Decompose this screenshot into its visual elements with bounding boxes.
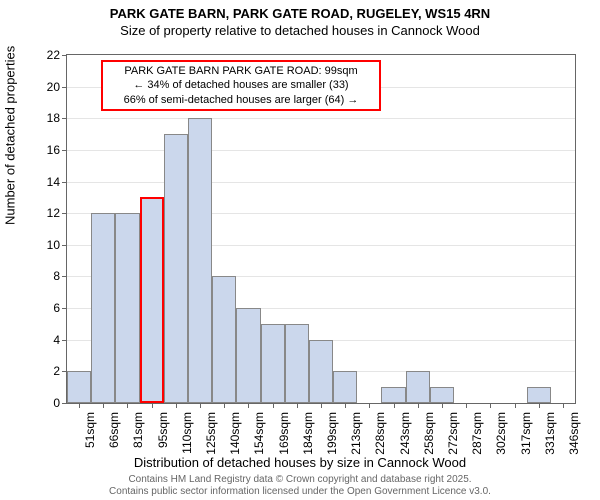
xtick-mark [490, 404, 491, 408]
xtick-mark [442, 404, 443, 408]
xtick-label: 272sqm [446, 412, 460, 455]
xtick-mark [200, 404, 201, 408]
callout-line1: PARK GATE BARN PARK GATE ROAD: 99sqm [109, 64, 373, 78]
footer-attribution: Contains HM Land Registry data © Crown c… [0, 474, 600, 498]
histogram-bar [115, 213, 139, 403]
xtick-label: 199sqm [325, 412, 339, 455]
highlight-bar-outline [140, 197, 164, 403]
ytick-label: 22 [30, 48, 60, 62]
ytick-mark [62, 118, 66, 119]
xtick-label: 184sqm [301, 412, 315, 455]
xtick-mark [273, 404, 274, 408]
highlight-callout: PARK GATE BARN PARK GATE ROAD: 99sqm ← 3… [101, 60, 381, 111]
y-axis-label: Number of detached properties [3, 46, 18, 225]
gridline [67, 182, 575, 183]
xtick-mark [369, 404, 370, 408]
ytick-label: 2 [30, 364, 60, 378]
histogram-bar [333, 371, 357, 403]
ytick-mark [62, 55, 66, 56]
ytick-mark [62, 213, 66, 214]
xtick-label: 51sqm [83, 412, 97, 448]
ytick-mark [62, 150, 66, 151]
callout-line3: 66% of semi-detached houses are larger (… [109, 93, 373, 107]
xtick-mark [224, 404, 225, 408]
xtick-label: 258sqm [422, 412, 436, 455]
xtick-mark [103, 404, 104, 408]
xtick-mark [515, 404, 516, 408]
chart-subtitle: Size of property relative to detached ho… [0, 23, 600, 38]
ytick-mark [62, 182, 66, 183]
xtick-mark [297, 404, 298, 408]
xtick-mark [466, 404, 467, 408]
histogram-bar [285, 324, 309, 403]
ytick-label: 18 [30, 111, 60, 125]
xtick-label: 287sqm [470, 412, 484, 455]
chart-title: PARK GATE BARN, PARK GATE ROAD, RUGELEY,… [0, 6, 600, 21]
ytick-mark [62, 340, 66, 341]
ytick-label: 16 [30, 143, 60, 157]
ytick-label: 0 [30, 396, 60, 410]
histogram-bar [261, 324, 285, 403]
xtick-mark [418, 404, 419, 408]
footer-line1: Contains HM Land Registry data © Crown c… [0, 474, 600, 486]
histogram-bar [91, 213, 115, 403]
histogram-bar [67, 371, 91, 403]
xtick-label: 302sqm [494, 412, 508, 455]
xtick-mark [248, 404, 249, 408]
ytick-label: 8 [30, 269, 60, 283]
histogram-bar [188, 118, 212, 403]
ytick-label: 6 [30, 301, 60, 315]
xtick-mark [539, 404, 540, 408]
xtick-mark [127, 404, 128, 408]
histogram-bar [309, 340, 333, 403]
ytick-mark [62, 371, 66, 372]
xtick-label: 66sqm [107, 412, 121, 448]
xtick-mark [394, 404, 395, 408]
xtick-label: 228sqm [373, 412, 387, 455]
xtick-label: 125sqm [204, 412, 218, 455]
ytick-mark [62, 276, 66, 277]
ytick-mark [62, 245, 66, 246]
xtick-mark [563, 404, 564, 408]
histogram-bar [164, 134, 188, 403]
xtick-label: 140sqm [228, 412, 242, 455]
xtick-label: 243sqm [398, 412, 412, 455]
ytick-mark [62, 87, 66, 88]
ytick-label: 12 [30, 206, 60, 220]
xtick-mark [176, 404, 177, 408]
ytick-mark [62, 403, 66, 404]
xtick-mark [345, 404, 346, 408]
xtick-label: 169sqm [277, 412, 291, 455]
footer-line2: Contains public sector information licen… [0, 486, 600, 498]
x-axis-label: Distribution of detached houses by size … [0, 455, 600, 470]
histogram-bar [406, 371, 430, 403]
xtick-label: 346sqm [567, 412, 581, 455]
ytick-label: 10 [30, 238, 60, 252]
xtick-mark [152, 404, 153, 408]
gridline [67, 118, 575, 119]
xtick-label: 331sqm [543, 412, 557, 455]
histogram-bar [236, 308, 260, 403]
histogram-bar [381, 387, 405, 403]
histogram-bar [527, 387, 551, 403]
ytick-label: 20 [30, 80, 60, 94]
xtick-label: 154sqm [252, 412, 266, 455]
xtick-label: 95sqm [156, 412, 170, 448]
xtick-label: 317sqm [519, 412, 533, 455]
xtick-label: 213sqm [349, 412, 363, 455]
histogram-bar [212, 276, 236, 403]
xtick-label: 81sqm [131, 412, 145, 448]
callout-line2: ← 34% of detached houses are smaller (33… [109, 78, 373, 92]
ytick-mark [62, 308, 66, 309]
gridline [67, 150, 575, 151]
xtick-mark [79, 404, 80, 408]
chart-title-block: PARK GATE BARN, PARK GATE ROAD, RUGELEY,… [0, 6, 600, 38]
xtick-mark [321, 404, 322, 408]
ytick-label: 14 [30, 175, 60, 189]
histogram-bar [430, 387, 454, 403]
ytick-label: 4 [30, 333, 60, 347]
xtick-label: 110sqm [180, 412, 194, 454]
